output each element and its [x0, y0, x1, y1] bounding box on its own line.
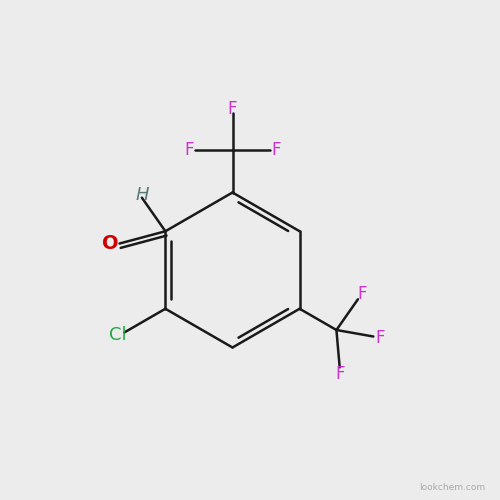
Text: lookchem.com: lookchem.com: [419, 484, 485, 492]
Text: F: F: [271, 141, 281, 159]
Text: F: F: [336, 365, 345, 383]
Text: F: F: [228, 100, 237, 117]
Text: H: H: [135, 186, 148, 204]
Text: F: F: [184, 141, 194, 159]
Text: F: F: [375, 328, 384, 346]
Text: Cl: Cl: [110, 326, 127, 344]
Text: F: F: [357, 285, 366, 303]
Text: O: O: [102, 234, 119, 253]
